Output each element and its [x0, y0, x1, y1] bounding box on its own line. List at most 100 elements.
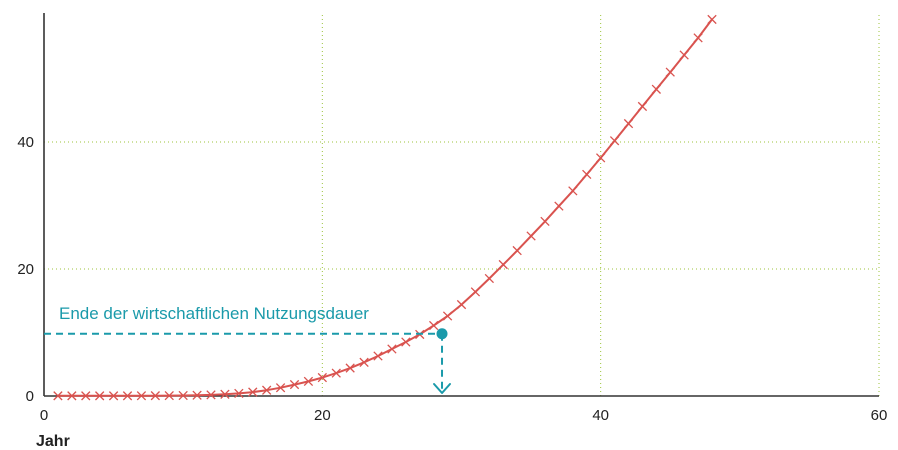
data-point-mark [359, 357, 369, 368]
y-tick-label-40: 40 [17, 134, 34, 151]
axes [43, 13, 879, 397]
data-point-26 [401, 337, 411, 347]
data-point-21 [331, 368, 341, 378]
data-point-mark [303, 376, 314, 387]
data-point-mark [387, 344, 397, 354]
data-point-44 [651, 84, 661, 94]
data-point-39 [582, 169, 592, 180]
data-point-8 [150, 391, 160, 401]
data-point-mark [164, 390, 174, 401]
data-point-28 [429, 320, 439, 331]
data-point-29 [442, 311, 453, 321]
data-point-mark [582, 169, 592, 180]
data-point-48 [707, 14, 717, 25]
data-point-31 [470, 287, 481, 297]
data-point-mark [262, 385, 272, 395]
data-point-mark [442, 311, 453, 321]
data-point-40 [596, 153, 606, 163]
data-point-mark [275, 383, 286, 393]
data-point-mark [623, 118, 634, 129]
data-point-mark [248, 387, 258, 397]
data-point-20 [317, 372, 327, 383]
data-point-41 [609, 136, 620, 146]
data-point-mark [526, 231, 536, 241]
data-point-mark [206, 390, 216, 400]
data-point-mark [470, 287, 481, 297]
data-point-mark [568, 186, 578, 196]
data-point-mark [234, 388, 244, 399]
series-line-0 [57, 18, 713, 397]
data-point-47 [693, 33, 703, 43]
data-point-35 [526, 231, 536, 241]
data-point-5 [108, 391, 119, 401]
data-point-mark [67, 391, 77, 401]
data-point-38 [568, 186, 578, 196]
data-point-23 [359, 357, 369, 368]
data-point-mark [609, 136, 620, 146]
data-point-25 [387, 344, 397, 354]
data-point-12 [206, 390, 216, 400]
data-point-mark [498, 259, 508, 270]
data-point-22 [345, 363, 355, 373]
data-point-mark [331, 368, 341, 378]
data-point-mark [150, 391, 160, 401]
data-point-mark [81, 391, 91, 401]
data-point-14 [234, 388, 244, 399]
grid-lines [44, 15, 880, 396]
data-point-mark [317, 372, 327, 383]
data-point-36 [540, 216, 550, 227]
data-point-11 [192, 390, 202, 400]
data-point-mark [401, 337, 411, 347]
data-point-42 [623, 118, 634, 129]
y-tick-label-20: 20 [17, 261, 34, 278]
data-point-mark [345, 363, 355, 373]
data-point-mark [53, 391, 63, 401]
data-point-mark [136, 391, 147, 401]
data-point-mark [596, 153, 606, 163]
data-point-24 [373, 351, 383, 361]
data-point-9 [164, 390, 174, 401]
series-group [53, 14, 717, 401]
data-point-1 [53, 391, 63, 401]
data-point-mark [429, 320, 439, 331]
data-point-mark [108, 391, 119, 401]
data-point-mark [192, 390, 202, 400]
data-point-15 [248, 387, 258, 397]
data-point-30 [456, 299, 467, 310]
data-point-2 [67, 391, 77, 401]
data-point-mark [637, 101, 648, 112]
data-point-mark [178, 390, 188, 401]
data-point-4 [95, 391, 105, 401]
data-point-mark [95, 391, 105, 401]
y-tick-label-0: 0 [26, 388, 34, 405]
data-point-mark [122, 391, 133, 401]
data-point-34 [512, 245, 522, 256]
data-point-mark [484, 273, 494, 284]
annotation: Ende der wirtschaftlichen Nutzungsdauer [44, 304, 452, 394]
data-point-43 [637, 101, 648, 112]
data-point-6 [122, 391, 133, 401]
annotation-arrow-icon [433, 383, 452, 394]
data-point-mark [373, 351, 383, 361]
annotation-label: Ende der wirtschaftlichen Nutzungsdauer [59, 304, 369, 323]
data-point-10 [178, 390, 188, 401]
data-point-mark [679, 50, 689, 60]
data-point-mark [665, 67, 675, 77]
data-point-33 [498, 259, 508, 270]
data-point-17 [275, 383, 286, 393]
data-point-18 [289, 379, 300, 390]
data-point-7 [136, 391, 147, 401]
data-point-3 [81, 391, 91, 401]
data-point-mark [651, 84, 661, 94]
data-point-45 [665, 67, 675, 77]
x-tick-label-0: 0 [40, 407, 48, 424]
x-axis-label: Jahr [36, 433, 70, 450]
data-point-mark [456, 299, 467, 310]
x-tick-label-20: 20 [314, 407, 331, 424]
data-point-46 [679, 50, 689, 60]
data-point-mark [220, 389, 230, 399]
data-point-37 [554, 201, 564, 211]
annotation-point [436, 328, 448, 340]
data-point-16 [262, 385, 272, 395]
